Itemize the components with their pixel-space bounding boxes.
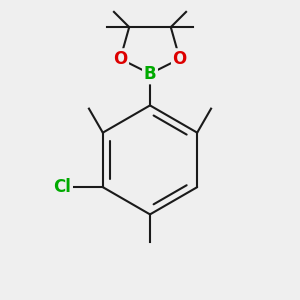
Text: Cl: Cl (53, 178, 71, 196)
Text: B: B (144, 65, 156, 83)
Text: O: O (172, 50, 187, 68)
Text: O: O (113, 50, 127, 68)
